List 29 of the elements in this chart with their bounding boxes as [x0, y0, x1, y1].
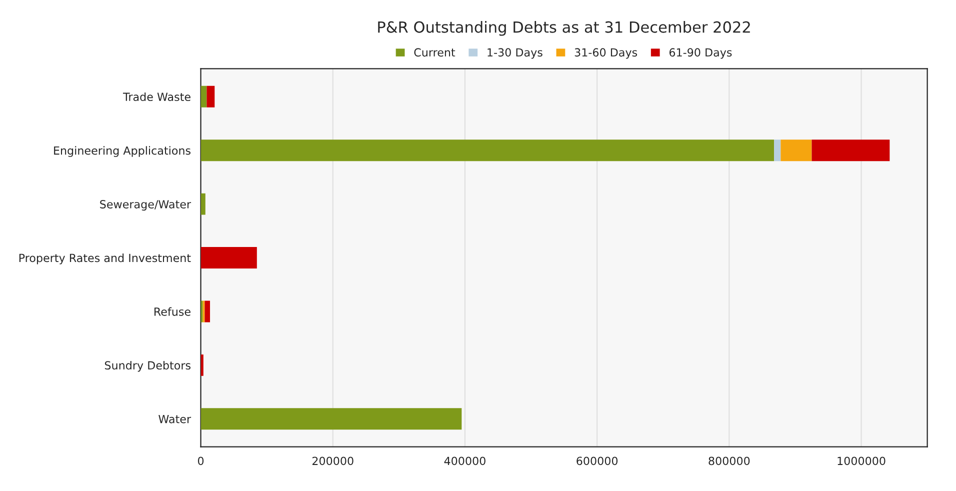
x-tick-label: 400000	[444, 456, 486, 466]
bar	[206, 86, 215, 108]
bar	[812, 140, 890, 162]
y-tick-label: Water	[158, 415, 192, 424]
y-tick-label: Sewerage/Water	[100, 200, 192, 211]
y-tick-label: Engineering Applications	[54, 146, 190, 157]
bar	[204, 300, 210, 322]
y-tick-label: Refuse	[154, 307, 190, 316]
bar	[200, 140, 774, 162]
bar	[200, 193, 206, 215]
bar	[200, 247, 257, 269]
y-tick-label: Sundry Debtors	[104, 360, 190, 372]
legend-label: Current	[414, 48, 456, 57]
x-tick-label: 1000000	[838, 456, 886, 466]
x-tick-label: 200000	[312, 456, 354, 466]
bar	[200, 408, 462, 430]
chart-title: P&R Outstanding Debts as at 31 December 2022	[378, 21, 750, 36]
y-tick-label: Trade Waste	[122, 92, 190, 102]
bar	[200, 354, 204, 376]
legend-label: 1-30 Days	[488, 48, 542, 59]
legend-label: 61-90 Days	[669, 48, 732, 59]
y-tick-label: Property Rates and Investment	[19, 254, 191, 264]
bar	[774, 140, 781, 162]
x-tick-label: 800000	[708, 456, 750, 466]
x-tick-label: 0	[198, 456, 204, 466]
bar	[780, 140, 812, 162]
bar	[200, 86, 207, 108]
legend-label: 31-60 Days	[574, 48, 638, 59]
x-tick-label: 600000	[576, 456, 618, 466]
